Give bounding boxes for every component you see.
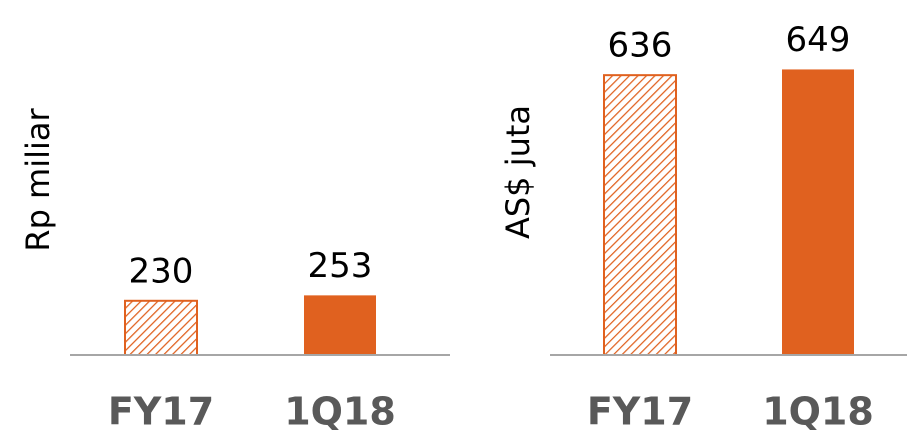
bar	[124, 299, 198, 356]
bar	[782, 69, 854, 355]
x-tick-label: 1Q18	[762, 390, 874, 433]
x-tick-label: 1Q18	[284, 390, 396, 433]
value-label: 636	[608, 26, 673, 66]
x-tick-label: FY17	[108, 390, 214, 433]
y-axis-label: Rp miliar	[19, 107, 57, 251]
value-label: 230	[129, 251, 194, 291]
x-tick-label: FY17	[587, 390, 693, 433]
value-label: 649	[786, 20, 851, 60]
value-label: 253	[308, 246, 373, 286]
y-axis-label: AS$ juta	[499, 105, 537, 239]
bar	[304, 295, 376, 355]
bar	[603, 74, 677, 356]
